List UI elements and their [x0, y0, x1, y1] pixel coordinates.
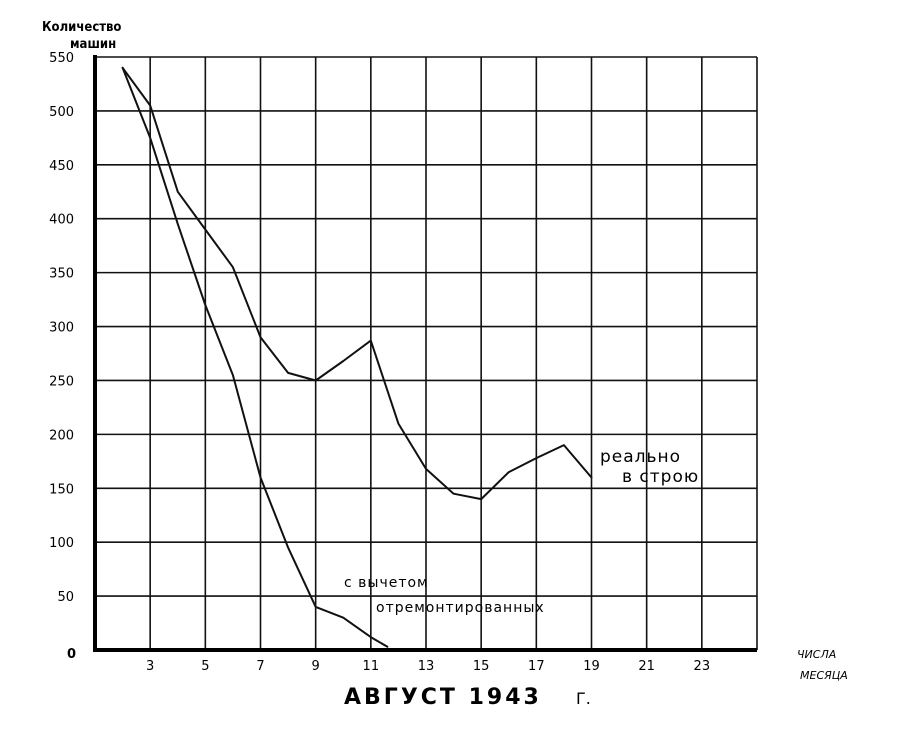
chart-series	[121, 66, 593, 648]
y-tick-label: 450	[49, 159, 74, 174]
y-tick-label: 300	[49, 321, 74, 336]
y-tick-label: 400	[49, 213, 74, 228]
y-axis-ticks: 0 50 100 150 200 250 300 350 400 450 500 550	[49, 51, 76, 662]
series-line-repaired	[121, 66, 389, 648]
chart-title: АВГУСТ 1943	[344, 685, 542, 710]
x-tick-label: 7	[256, 659, 264, 674]
chart-axes	[93, 55, 757, 652]
y-tick-label: 550	[49, 51, 74, 66]
y-axis-label-line-2: машин	[70, 37, 116, 52]
x-tick-label: 21	[638, 659, 655, 674]
chart-grid	[95, 56, 758, 650]
chart-title-suffix: Г.	[576, 689, 591, 708]
x-tick-label: 5	[201, 659, 209, 674]
series-label-repaired-line-1: с вычетом	[344, 575, 429, 591]
x-axis-ticks: 3 5 7 9 11 13 15 17 19 21 23	[146, 659, 710, 674]
y-tick-label: 250	[49, 374, 74, 389]
x-axis-label-line-1: ЧИСЛА	[797, 648, 836, 661]
series-label-repaired-line-2: отремонтированных	[376, 600, 545, 616]
x-tick-label: 19	[583, 659, 600, 674]
x-tick-label: 11	[363, 659, 380, 674]
series-label-real-line-1: реально	[600, 447, 681, 467]
y-axis-label-line-1: Количество	[42, 20, 121, 35]
y-tick-label: 100	[49, 536, 74, 551]
x-tick-label: 9	[312, 659, 320, 674]
y-tick-label: 500	[49, 105, 74, 120]
series-label-real-line-2: в строю	[622, 467, 699, 487]
y-tick-label: 150	[49, 482, 74, 497]
x-axis-label-line-2: МЕСЯЦА	[800, 669, 848, 682]
x-tick-label: 15	[473, 659, 490, 674]
y-tick-label: 350	[49, 267, 74, 282]
x-tick-label: 17	[528, 659, 545, 674]
x-tick-label: 3	[146, 659, 154, 674]
series-line-real	[121, 66, 593, 501]
y-tick-label: 200	[49, 428, 74, 443]
y-tick-label: 50	[57, 590, 74, 605]
y-tick-label: 0	[67, 647, 76, 662]
x-tick-label: 23	[694, 659, 711, 674]
x-tick-label: 13	[418, 659, 435, 674]
